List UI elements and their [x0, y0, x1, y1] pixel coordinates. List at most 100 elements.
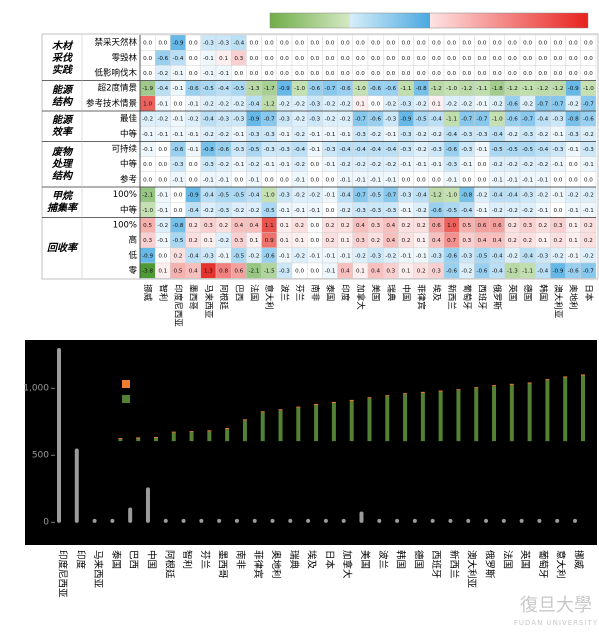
cell-label: -0.1 [264, 162, 275, 168]
cell-label: -0.1 [142, 147, 153, 153]
cell-label: -0.3 [553, 117, 564, 123]
cell-label: -1.0 [446, 86, 457, 92]
cell-label: -0.2 [416, 208, 427, 214]
cell-label: -0.3 [233, 147, 244, 153]
column-label: 巴西 [233, 284, 243, 301]
distribution [110, 518, 115, 523]
cell-label: 0.0 [432, 71, 441, 77]
cell-label: -0.6 [385, 86, 396, 92]
cell-label: 0.0 [250, 41, 259, 47]
cell-label: -0.1 [188, 101, 199, 107]
cell-label: -0.3 [522, 193, 533, 199]
cell-label: -0.9 [401, 117, 412, 123]
cell-label: -0.1 [522, 177, 533, 183]
cell-label: -0.2 [416, 132, 427, 138]
cell-label: -0.2 [583, 132, 594, 138]
bar [153, 438, 158, 442]
cell-label: -0.2 [249, 208, 260, 214]
cell-label: -0.2 [507, 132, 518, 138]
cell-label: 0.0 [538, 71, 547, 77]
column-label: 葡萄牙 [461, 284, 472, 310]
column-label: 墨西哥 [188, 284, 198, 310]
cell-label: 0.0 [265, 177, 274, 183]
cell-label: 0.0 [143, 71, 152, 77]
column-label: 德国 [522, 284, 533, 301]
cell-label: 0.0 [174, 101, 183, 107]
cell-label: 0.0 [554, 41, 563, 47]
cell-label: -0.7 [583, 101, 594, 107]
cell-label: -0.1 [416, 253, 427, 259]
x-tick-label: 美国 [359, 550, 371, 569]
cell-label: 0.1 [432, 101, 441, 107]
cell-label: -0.1 [340, 253, 351, 259]
cell-label: -0.4 [492, 193, 503, 199]
cell-label: 0.0 [569, 71, 578, 77]
distribution [484, 518, 489, 523]
cell-label: -0.1 [340, 132, 351, 138]
y-tick-label: 0 [43, 518, 49, 528]
bar [136, 438, 141, 442]
cell-label: 0.0 [174, 208, 183, 214]
cell-label: 1.1 [265, 223, 274, 229]
cell-label: 0.0 [280, 71, 289, 77]
cell-label: 0.0 [158, 177, 167, 183]
bar [367, 398, 372, 442]
colorbar-border [269, 12, 589, 29]
row-label: 零毁林 [111, 52, 137, 63]
cell-label: -0.1 [173, 117, 184, 123]
cell-label: -0.7 [553, 101, 564, 107]
cell-label: 0.5 [462, 223, 471, 229]
cell-label: -0.3 [173, 162, 184, 168]
group-label: 效率 [51, 126, 74, 138]
cell-label: -0.4 [385, 147, 396, 153]
cell-label: 0.0 [189, 41, 198, 47]
cell-label: -1.2 [507, 86, 518, 92]
cell-label: 0.4 [478, 238, 487, 244]
cell-label: -0.1 [325, 162, 336, 168]
distribution [57, 348, 61, 523]
bar-cap [314, 403, 319, 405]
cell-label: -0.2 [355, 162, 366, 168]
y-tick-label: 1,000 [23, 384, 49, 394]
cell-label: 0.0 [234, 71, 243, 77]
cell-label: -0.3 [477, 132, 488, 138]
cell-label: 0.0 [584, 41, 593, 47]
cell-label: 0.4 [234, 223, 243, 229]
x-tick-label: 意大利 [555, 550, 567, 579]
group-label: 甲烷 [52, 190, 74, 202]
cell-label: -0.1 [325, 269, 336, 275]
cell-label: 0.3 [462, 238, 471, 244]
cell-label: -0.5 [218, 193, 229, 199]
column-label: 泰国 [325, 284, 336, 301]
cell-label: -0.1 [157, 208, 168, 214]
cell-label: -0.3 [279, 117, 290, 123]
cell-label: -0.2 [203, 208, 214, 214]
cell-label: -0.1 [188, 132, 199, 138]
bar [118, 439, 123, 442]
row-label: 可持续 [111, 144, 137, 155]
cell-label: 0.0 [341, 41, 350, 47]
cell-label: -0.2 [492, 162, 503, 168]
cell-label: -0.6 [157, 56, 168, 62]
cell-label: -0.4 [218, 86, 229, 92]
cell-label: 0.1 [295, 238, 304, 244]
cell-label: -0.2 [249, 162, 260, 168]
cell-label: -1.1 [522, 86, 533, 92]
cell-label: 0.0 [386, 56, 395, 62]
cell-label: -0.2 [568, 193, 579, 199]
cell-label: -0.3 [264, 132, 275, 138]
cell-label: 0.0 [189, 71, 198, 77]
cell-label: -0.4 [416, 193, 427, 199]
cell-label: -0.4 [157, 86, 168, 92]
x-tick-label: 挪威 [573, 550, 585, 570]
cell-label: -0.1 [173, 132, 184, 138]
cell-label: -0.3 [385, 117, 396, 123]
cell-label: -0.2 [218, 162, 229, 168]
cell-label: 0.3 [234, 238, 243, 244]
column-label: 美国 [370, 284, 381, 301]
cell-label: -0.3 [461, 147, 472, 153]
distribution [145, 487, 150, 523]
cell-label: -0.4 [340, 193, 351, 199]
cell-label: -0.2 [203, 101, 214, 107]
distribution [412, 518, 417, 523]
